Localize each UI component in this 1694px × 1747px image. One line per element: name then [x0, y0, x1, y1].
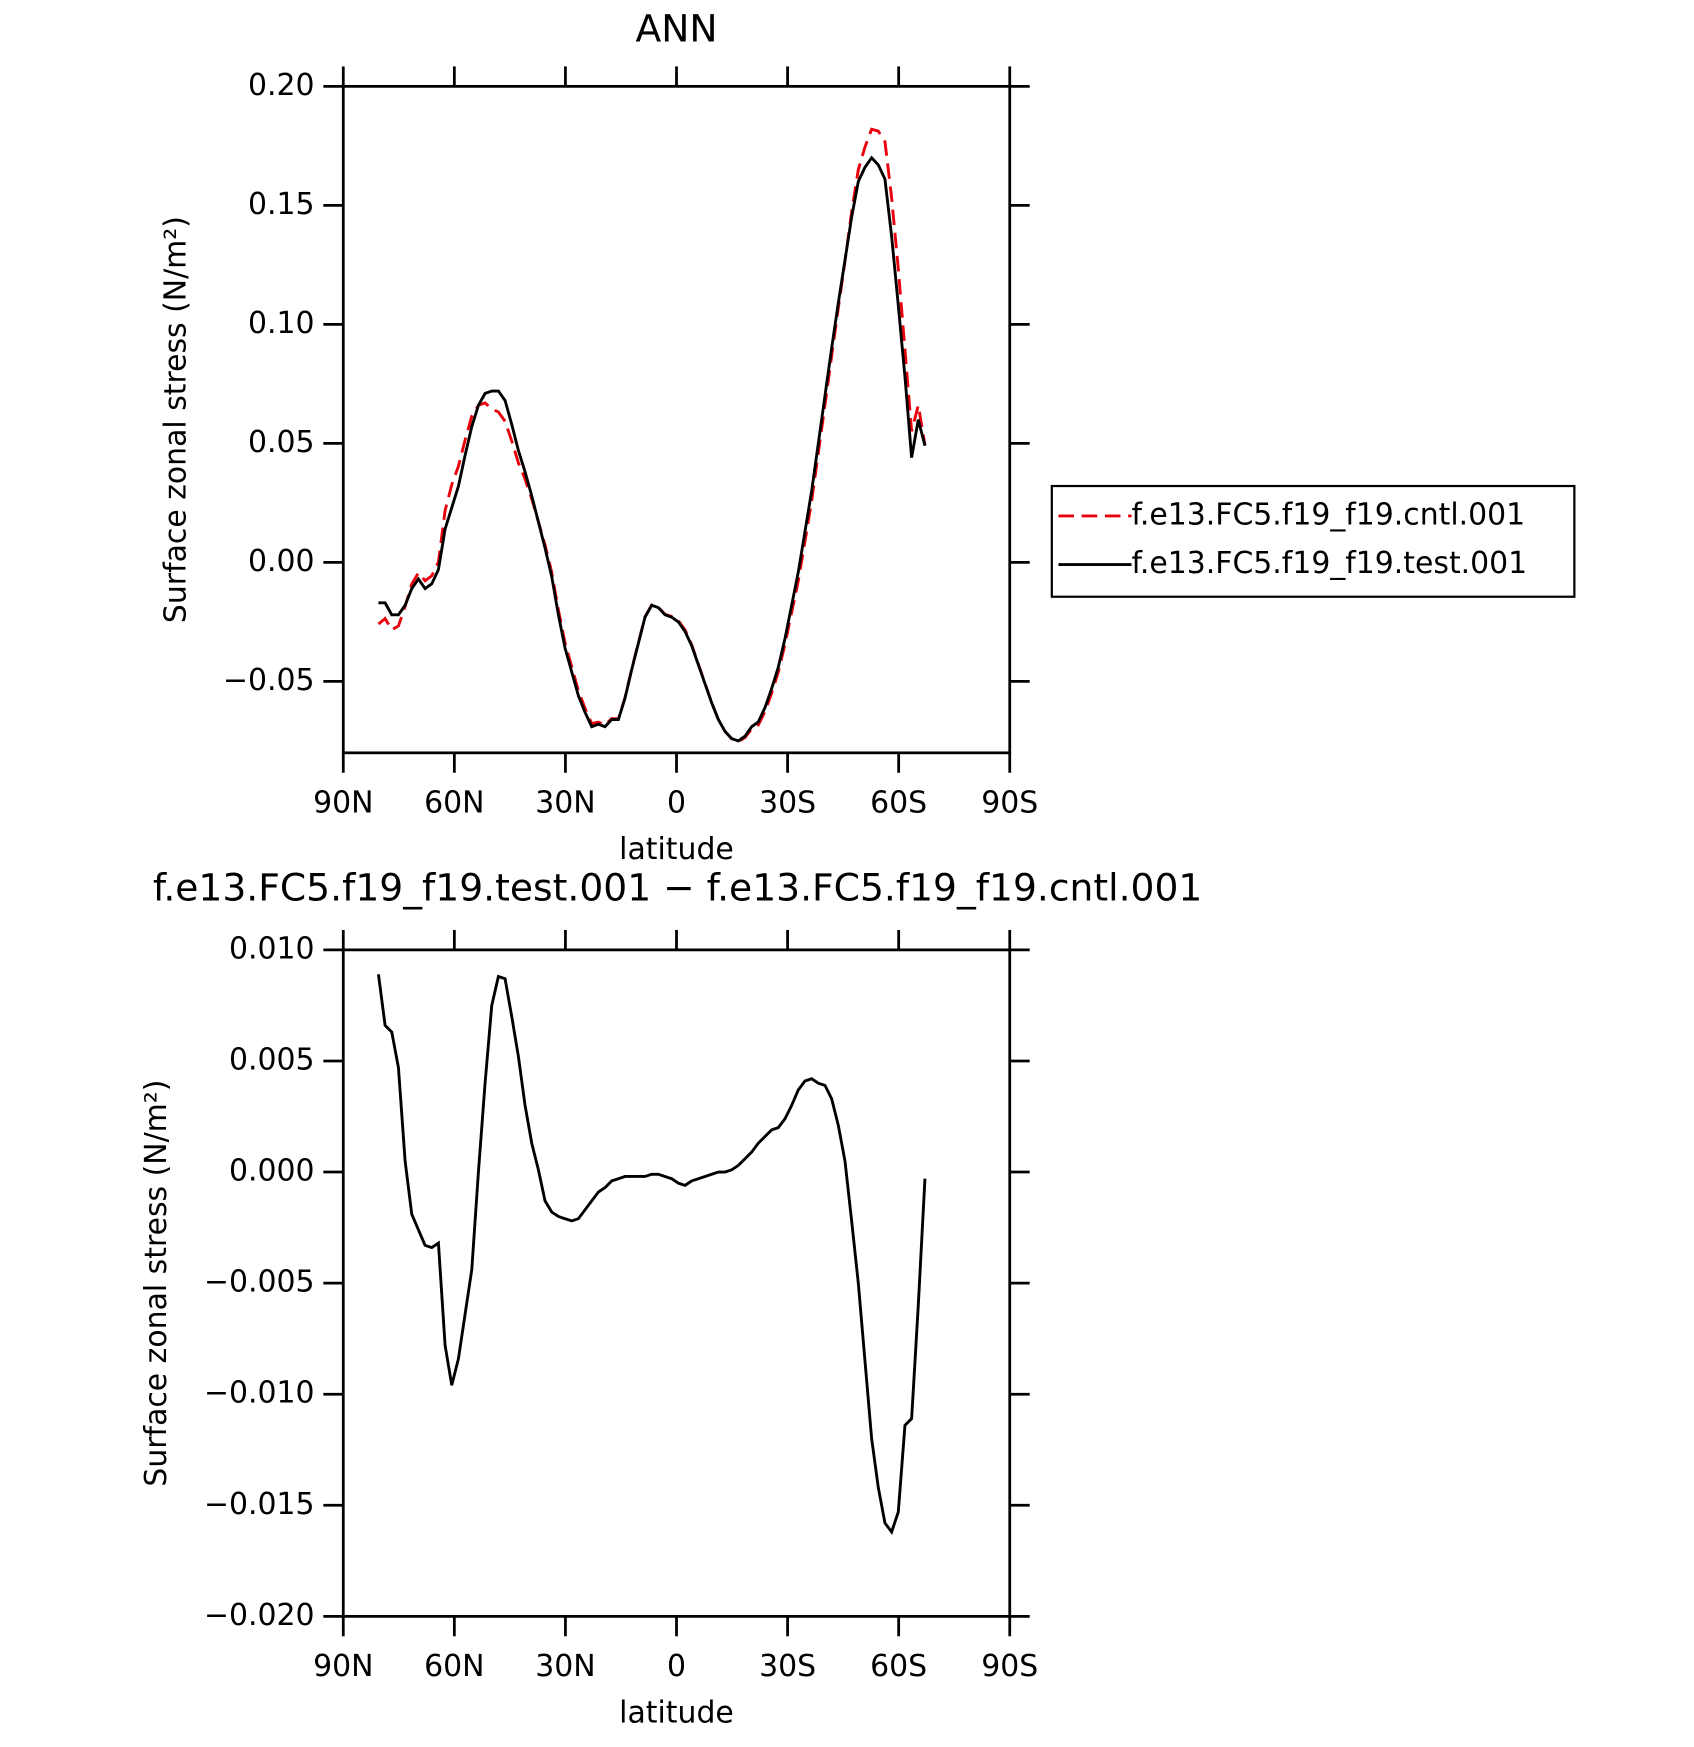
y-tick-label: 0.20: [248, 68, 315, 103]
y-tick-label: −0.05: [223, 663, 315, 698]
x-tick-label: 0: [667, 1649, 686, 1684]
series-line: [378, 155, 927, 743]
plot-frame: [341, 948, 1012, 1618]
chart-title: ANN: [635, 6, 717, 50]
y-axis-label: Surface zonal stress (N/m²): [159, 216, 194, 623]
x-tick-label: 60S: [870, 785, 927, 820]
x-tick-label: 30S: [759, 1649, 816, 1684]
legend-box: [1050, 484, 1576, 598]
series-line: [377, 127, 927, 744]
x-tick-label: 60N: [424, 1649, 484, 1684]
legend-label: f.e13.FC5.f19_f19.test.001: [1132, 546, 1528, 581]
x-tick-label: 30N: [535, 785, 595, 820]
x-tick-label: 30S: [759, 785, 816, 820]
y-tick-label: 0.15: [248, 187, 315, 222]
y-tick-label: −0.010: [204, 1376, 315, 1411]
y-tick-label: 0.05: [248, 425, 315, 460]
series-line: [377, 974, 927, 1536]
x-tick-label: 90S: [981, 785, 1038, 820]
x-tick-label: 30N: [535, 1649, 595, 1684]
x-tick-label: 60S: [870, 1649, 927, 1684]
x-tick-label: 90S: [981, 1649, 1038, 1684]
legend-label: f.e13.FC5.f19_f19.cntl.001: [1132, 497, 1526, 532]
chart-title: f.e13.FC5.f19_f19.test.001 − f.e13.FC5.f…: [153, 866, 1203, 910]
y-tick-label: −0.020: [204, 1598, 315, 1633]
y-tick-label: 0.00: [248, 544, 315, 579]
y-tick-label: −0.005: [204, 1265, 315, 1300]
y-tick-label: 0.000: [229, 1154, 315, 1189]
x-tick-label: 0: [667, 785, 686, 820]
y-tick-label: 0.010: [229, 931, 315, 966]
x-axis-label: latitude: [619, 1695, 734, 1730]
x-tick-label: 60N: [424, 785, 484, 820]
y-axis-label: Surface zonal stress (N/m²): [139, 1080, 174, 1487]
y-tick-label: −0.015: [204, 1487, 315, 1522]
x-tick-label: 90N: [313, 785, 373, 820]
y-tick-label: 0.005: [229, 1042, 315, 1077]
x-tick-label: 90N: [313, 1649, 373, 1684]
y-tick-label: 0.10: [248, 306, 315, 341]
x-axis-label: latitude: [619, 832, 734, 867]
